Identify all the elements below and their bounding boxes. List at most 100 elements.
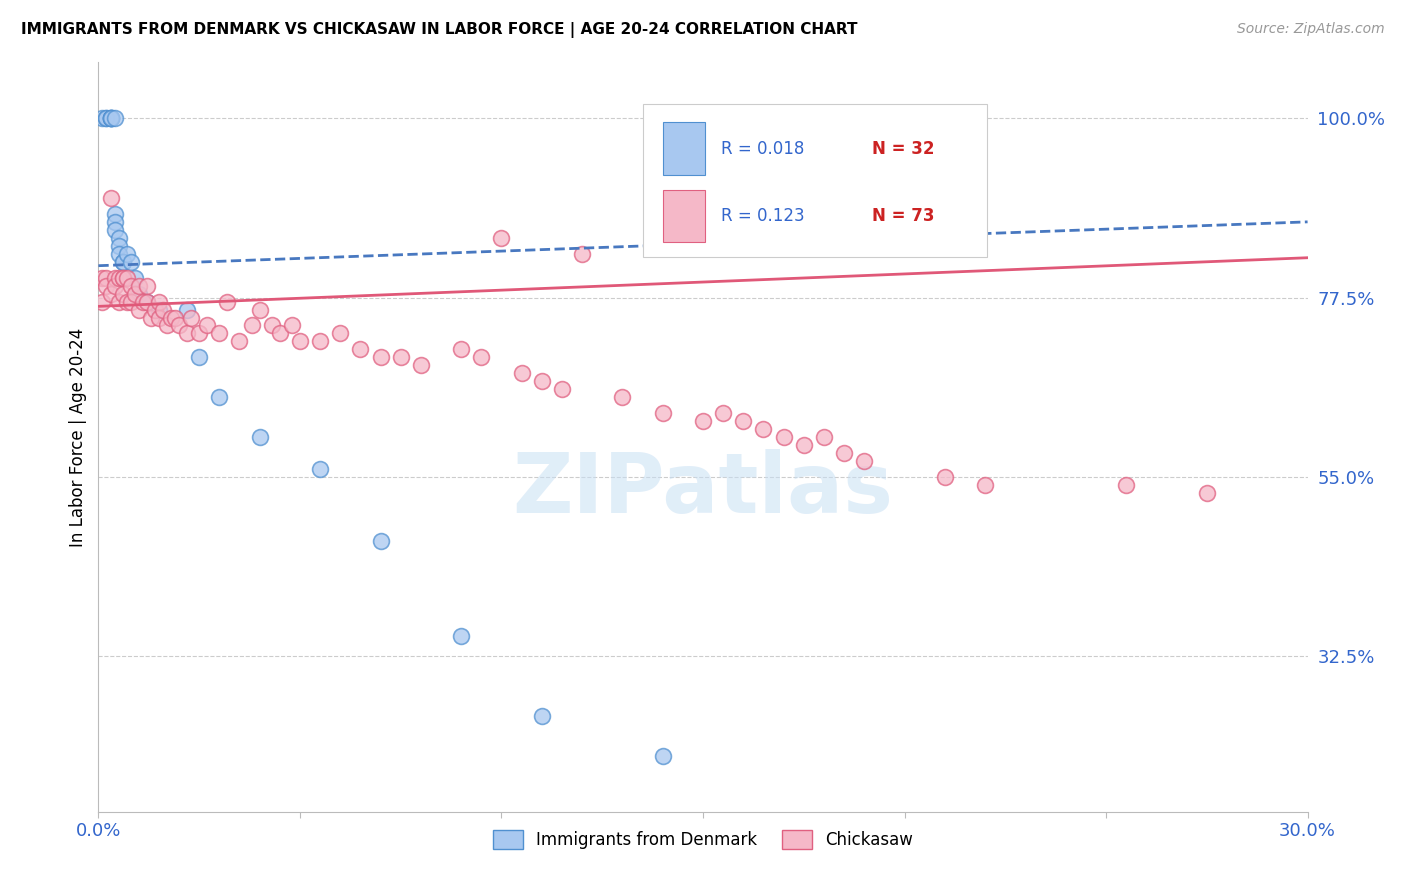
- Point: [832, 446, 855, 460]
- Point: [571, 246, 593, 260]
- Bar: [664, 122, 706, 175]
- Point: [111, 270, 134, 285]
- Text: R = 0.123: R = 0.123: [721, 207, 804, 225]
- Point: [111, 254, 134, 268]
- Point: [124, 270, 146, 285]
- Point: [329, 326, 352, 341]
- Point: [111, 254, 134, 268]
- Point: [120, 278, 142, 293]
- Point: [148, 294, 170, 309]
- Point: [370, 351, 392, 365]
- Point: [217, 294, 239, 309]
- Point: [143, 302, 166, 317]
- Point: [1195, 486, 1218, 500]
- Point: [128, 302, 150, 317]
- Point: [107, 231, 129, 245]
- Point: [772, 430, 794, 444]
- Point: [176, 302, 198, 317]
- Point: [510, 367, 533, 381]
- Point: [180, 310, 202, 325]
- Point: [107, 270, 129, 285]
- Point: [100, 112, 122, 126]
- Point: [733, 414, 755, 428]
- Point: [249, 302, 271, 317]
- Point: [100, 112, 122, 126]
- Point: [115, 246, 138, 260]
- Point: [135, 294, 157, 309]
- Point: [612, 390, 634, 404]
- Point: [249, 430, 271, 444]
- Point: [100, 112, 122, 126]
- Point: [260, 318, 283, 333]
- Point: [853, 454, 876, 468]
- Point: [409, 359, 432, 373]
- Point: [176, 326, 198, 341]
- Point: [96, 112, 118, 126]
- Point: [1115, 478, 1137, 492]
- Point: [470, 351, 492, 365]
- Point: [128, 286, 150, 301]
- Point: [115, 270, 138, 285]
- Point: [139, 310, 162, 325]
- Point: [288, 334, 311, 349]
- Point: [188, 351, 211, 365]
- Point: [530, 374, 553, 388]
- Point: [195, 318, 218, 333]
- Point: [228, 334, 250, 349]
- Point: [651, 748, 673, 763]
- Point: [450, 343, 472, 357]
- Point: [188, 326, 211, 341]
- Point: [491, 231, 513, 245]
- Text: R = 0.018: R = 0.018: [721, 140, 804, 158]
- Point: [163, 310, 186, 325]
- Point: [103, 223, 125, 237]
- Point: [107, 246, 129, 260]
- Point: [269, 326, 291, 341]
- Point: [132, 294, 155, 309]
- Point: [309, 462, 332, 476]
- Point: [651, 406, 673, 420]
- Point: [124, 286, 146, 301]
- Point: [120, 254, 142, 268]
- Point: [208, 326, 231, 341]
- Bar: [664, 190, 706, 243]
- FancyBboxPatch shape: [643, 103, 987, 257]
- Point: [813, 430, 835, 444]
- Text: IMMIGRANTS FROM DENMARK VS CHICKASAW IN LABOR FORCE | AGE 20-24 CORRELATION CHAR: IMMIGRANTS FROM DENMARK VS CHICKASAW IN …: [21, 22, 858, 38]
- Point: [91, 112, 114, 126]
- Point: [96, 270, 118, 285]
- Legend: Immigrants from Denmark, Chickasaw: Immigrants from Denmark, Chickasaw: [486, 823, 920, 855]
- Point: [551, 382, 574, 396]
- Point: [711, 406, 734, 420]
- Point: [530, 709, 553, 723]
- Point: [752, 422, 775, 436]
- Point: [692, 414, 714, 428]
- Point: [103, 112, 125, 126]
- Point: [309, 334, 332, 349]
- Point: [349, 343, 371, 357]
- Point: [167, 318, 190, 333]
- Point: [103, 215, 125, 229]
- Point: [103, 270, 125, 285]
- Point: [107, 239, 129, 253]
- Point: [100, 286, 122, 301]
- Point: [103, 278, 125, 293]
- Point: [111, 286, 134, 301]
- Point: [974, 478, 997, 492]
- Point: [156, 318, 179, 333]
- Point: [107, 294, 129, 309]
- Point: [934, 470, 956, 484]
- Text: N = 32: N = 32: [872, 140, 935, 158]
- Point: [96, 112, 118, 126]
- Point: [91, 294, 114, 309]
- Text: N = 73: N = 73: [872, 207, 935, 225]
- Point: [370, 533, 392, 548]
- Point: [91, 270, 114, 285]
- Point: [389, 351, 412, 365]
- Point: [148, 302, 170, 317]
- Point: [128, 278, 150, 293]
- Point: [135, 278, 157, 293]
- Point: [115, 294, 138, 309]
- Point: [160, 310, 183, 325]
- Point: [100, 191, 122, 205]
